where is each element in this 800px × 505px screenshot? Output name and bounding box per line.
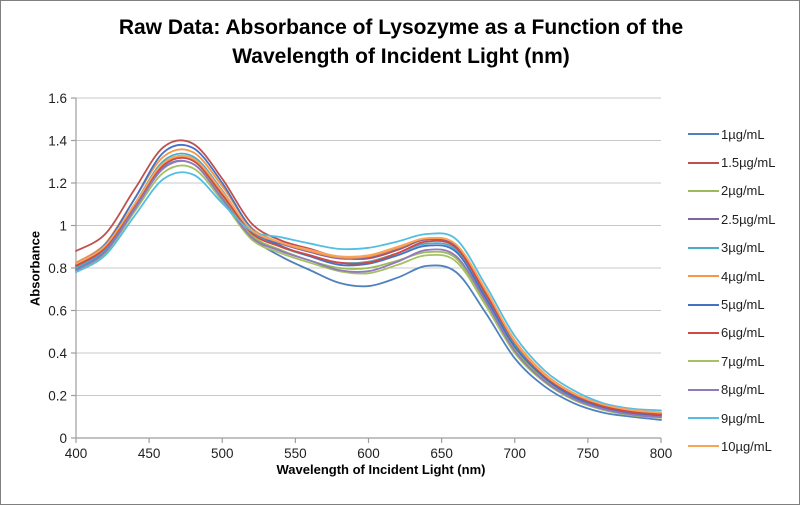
legend-item: 10µg/mL: [688, 432, 775, 460]
y-tick-label: 1.4: [48, 134, 67, 149]
legend-item: 3µg/mL: [688, 234, 775, 262]
legend-swatch: [688, 246, 719, 249]
x-tick-label: 550: [284, 446, 307, 461]
series-line: [75, 160, 662, 419]
x-tick-label: 650: [430, 446, 453, 461]
legend-label: 10µg/mL: [721, 438, 772, 454]
legend-swatch: [688, 133, 719, 136]
series-line: [75, 171, 662, 412]
legend-label: 5µg/mL: [721, 297, 765, 313]
series-line: [75, 152, 662, 416]
legend-swatch: [688, 218, 719, 221]
legend-item: 8µg/mL: [688, 376, 775, 404]
legend-item: 1.5µg/mL: [688, 148, 775, 176]
y-tick-label: 1.2: [48, 176, 67, 191]
chart-title: Raw Data: Absorbance of Lysozyme as a Fu…: [118, 16, 684, 68]
y-tick-label: 0.4: [48, 346, 67, 361]
series-line: [75, 159, 662, 421]
series-line: [75, 154, 662, 415]
legend-item: 1µg/mL: [688, 120, 775, 148]
legend-label: 1.5µg/mL: [721, 155, 776, 171]
y-tick-label: 0.6: [48, 304, 67, 319]
legend-item: 4µg/mL: [688, 262, 775, 290]
legend-label: 4µg/mL: [721, 268, 765, 284]
legend-label: 1µg/mL: [721, 126, 765, 142]
series-line: [75, 156, 662, 416]
x-tick-label: 450: [138, 446, 161, 461]
legend-swatch: [688, 161, 719, 164]
series-line: [75, 156, 662, 418]
series-line: [75, 143, 662, 417]
legend-swatch: [688, 189, 719, 192]
legend-label: 8µg/mL: [721, 382, 765, 398]
legend-item: 7µg/mL: [688, 347, 775, 375]
legend-label: 9µg/mL: [721, 410, 765, 426]
y-tick-label: 0.8: [48, 261, 67, 276]
legend-swatch: [688, 360, 719, 363]
legend: 1µg/mL 1.5µg/mL 2µg/mL 2.5µg/mL 3µg/mL 4µg/mL…: [688, 120, 775, 461]
legend-label: 6µg/mL: [721, 325, 765, 341]
y-tick-label: 0: [59, 431, 67, 446]
x-axis-title: Wavelength of Incident Light (nm): [276, 462, 486, 477]
x-tick-label: 700: [503, 446, 526, 461]
legend-swatch: [688, 275, 719, 278]
legend-swatch: [688, 445, 719, 448]
y-axis-title: Absorbance: [27, 230, 43, 307]
legend-item: 2µg/mL: [688, 177, 775, 205]
x-tick-label: 600: [357, 446, 380, 461]
y-tick-label: 1.6: [48, 91, 67, 106]
legend-swatch: [688, 417, 719, 420]
legend-item: 5µg/mL: [688, 290, 775, 318]
y-tick-label: 1: [59, 219, 67, 234]
legend-label: 2µg/mL: [721, 183, 765, 199]
x-tick-label: 800: [650, 446, 673, 461]
series-line: [75, 154, 662, 414]
legend-item: 2.5µg/mL: [688, 205, 775, 233]
series-line: [75, 148, 662, 414]
legend-label: 7µg/mL: [721, 353, 765, 369]
legend-item: 6µg/mL: [688, 319, 775, 347]
x-tick-label: 750: [577, 446, 600, 461]
legend-label: 3µg/mL: [721, 240, 765, 256]
legend-label: 2.5µg/mL: [721, 211, 776, 227]
legend-swatch: [688, 388, 719, 391]
y-tick-label: 0.2: [48, 389, 67, 404]
x-tick-label: 400: [65, 446, 88, 461]
legend-swatch: [688, 331, 719, 334]
x-tick-label: 500: [211, 446, 234, 461]
series-line: [75, 139, 662, 416]
legend-item: 9µg/mL: [688, 404, 775, 432]
legend-swatch: [688, 303, 719, 306]
series-line: [75, 164, 662, 419]
